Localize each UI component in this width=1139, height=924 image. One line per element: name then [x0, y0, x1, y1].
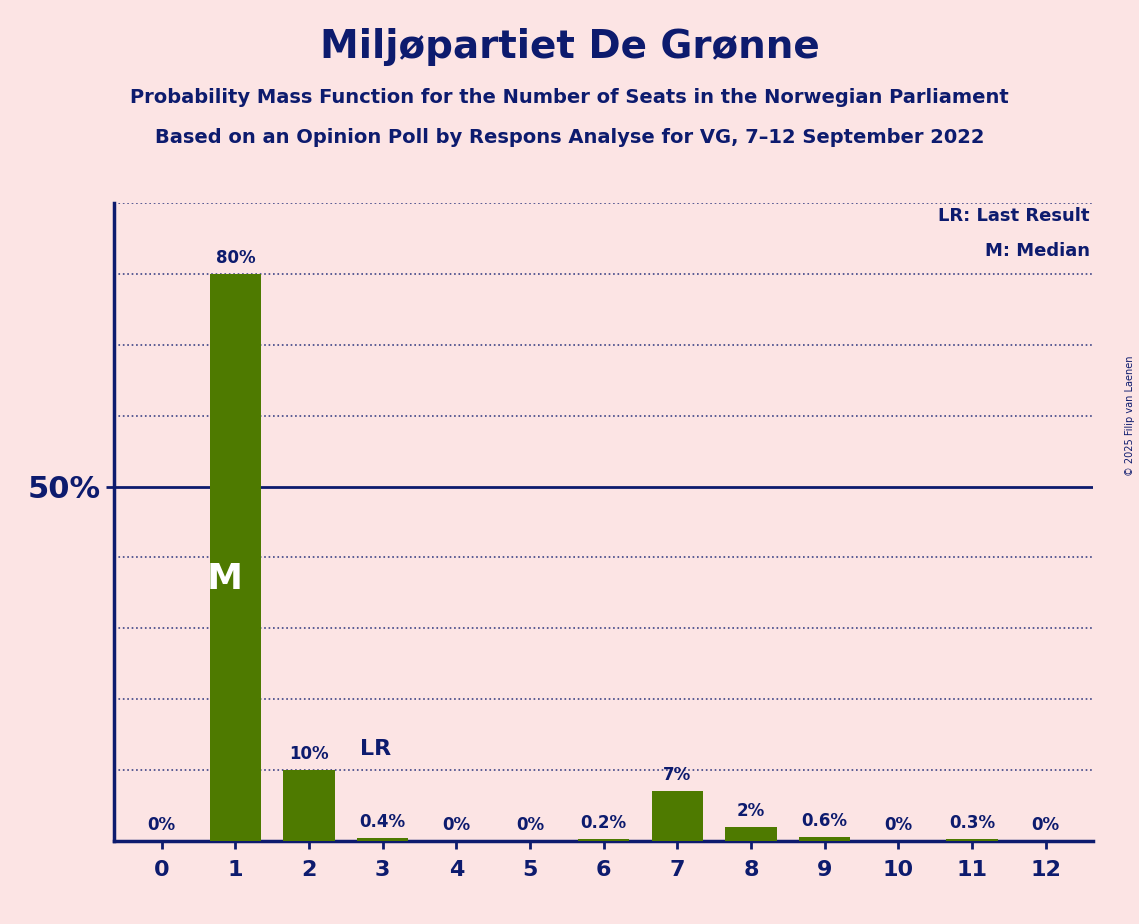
Text: 0.2%: 0.2%	[581, 814, 626, 833]
Text: Probability Mass Function for the Number of Seats in the Norwegian Parliament: Probability Mass Function for the Number…	[130, 88, 1009, 107]
Text: 10%: 10%	[289, 745, 329, 763]
Text: LR: Last Result: LR: Last Result	[939, 207, 1090, 225]
Text: M: M	[206, 562, 243, 596]
Text: Miljøpartiet De Grønne: Miljøpartiet De Grønne	[320, 28, 819, 66]
Text: M: Median: M: Median	[985, 242, 1090, 261]
Bar	[652, 791, 703, 841]
Text: 2%: 2%	[737, 802, 765, 820]
Text: © 2025 Filip van Laenen: © 2025 Filip van Laenen	[1125, 356, 1134, 476]
Bar	[947, 839, 998, 841]
Text: 0%: 0%	[884, 816, 912, 833]
Bar	[357, 838, 409, 841]
Text: 7%: 7%	[663, 766, 691, 784]
Text: 0.6%: 0.6%	[802, 811, 847, 830]
Text: 0%: 0%	[516, 816, 544, 833]
Text: 0%: 0%	[442, 816, 470, 833]
Text: Based on an Opinion Poll by Respons Analyse for VG, 7–12 September 2022: Based on an Opinion Poll by Respons Anal…	[155, 128, 984, 147]
Bar	[284, 770, 335, 841]
Bar	[798, 836, 851, 841]
Text: LR: LR	[360, 739, 391, 760]
Text: 0.4%: 0.4%	[360, 813, 405, 831]
Text: 0.3%: 0.3%	[949, 814, 995, 832]
Text: 0%: 0%	[1032, 816, 1059, 833]
Text: 0%: 0%	[148, 816, 175, 833]
Text: 80%: 80%	[215, 249, 255, 267]
Bar	[577, 839, 630, 841]
Bar	[210, 274, 261, 841]
Bar	[726, 827, 777, 841]
